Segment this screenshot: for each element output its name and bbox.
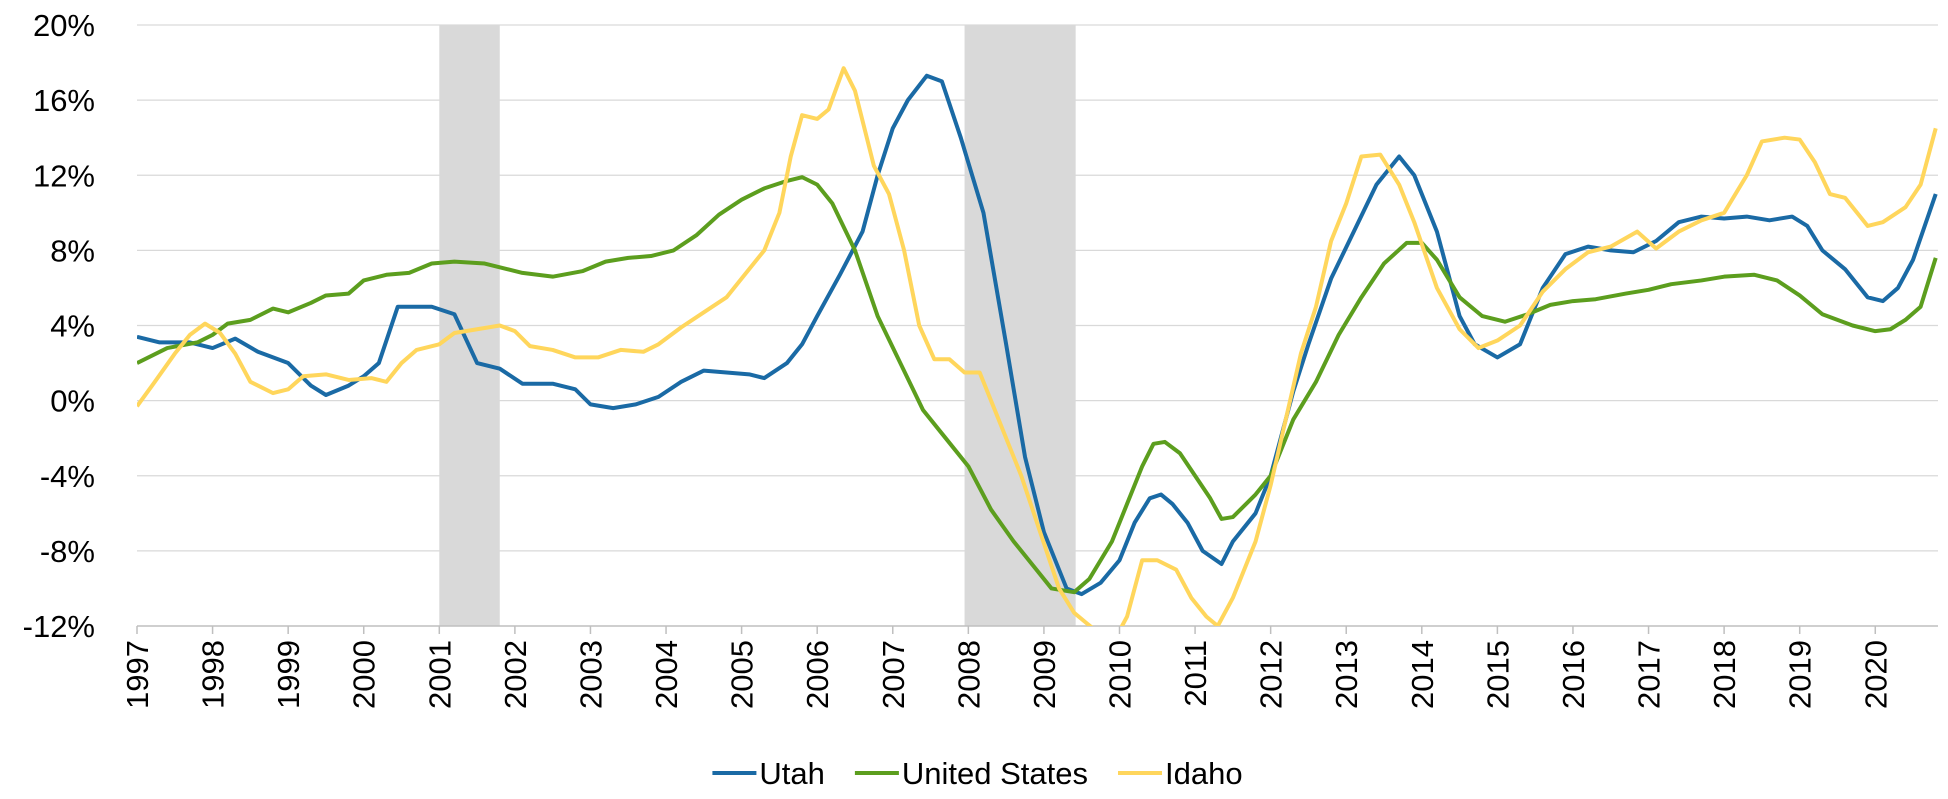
x-tick-label: 2003 <box>573 640 608 709</box>
x-tick-label: 2018 <box>1707 640 1742 709</box>
y-tick-label: 8% <box>50 233 95 268</box>
x-tick-label: 2020 <box>1858 640 1893 709</box>
x-tick-label: 2000 <box>347 640 382 709</box>
y-tick-label: -8% <box>40 534 95 569</box>
legend-label: United States <box>902 756 1088 791</box>
x-tick-label: 2005 <box>725 640 760 709</box>
x-tick-label: 2016 <box>1556 640 1591 709</box>
grid <box>137 24 1938 627</box>
x-tick-label: 2010 <box>1103 640 1138 709</box>
y-tick-label: 0% <box>50 384 95 419</box>
y-tick-label: -4% <box>40 459 95 494</box>
lines <box>137 66 1938 626</box>
y-tick-label: 16% <box>33 83 95 118</box>
y-tick-label: 4% <box>50 309 95 344</box>
legend: Utah United States Idaho <box>712 756 1243 791</box>
x-tick-label: 2002 <box>498 640 533 709</box>
x-tick-label: 2017 <box>1632 640 1667 709</box>
x-tick-label: 2014 <box>1405 640 1440 709</box>
x-tick-label: 2013 <box>1329 640 1364 709</box>
x-tick-label: 2006 <box>800 640 835 709</box>
x-tick-label: 2011 <box>1178 640 1213 707</box>
x-tick-label: 2008 <box>951 640 986 709</box>
legend-item: United States <box>854 756 1088 791</box>
series-line <box>137 73 1938 597</box>
x-tick-label: 2004 <box>649 640 684 709</box>
x-tick-label: 1997 <box>120 640 155 709</box>
x-tick-label: 1998 <box>196 640 231 709</box>
x-tick-label: 2012 <box>1254 640 1289 709</box>
x-tick-label: 2007 <box>876 640 911 709</box>
x-tick-label: 2019 <box>1783 640 1818 709</box>
series-line <box>137 66 1938 626</box>
y-tick-label: -12% <box>23 609 95 644</box>
axes: -12% -8% -4% 0% 4% 8% 12% 16% 20% 1997 1998 1999 200… <box>23 8 1894 709</box>
y-tick-label: 12% <box>33 158 95 193</box>
legend-item: Utah <box>712 756 825 791</box>
x-tick-label: 2001 <box>422 640 457 709</box>
legend-item: Idaho <box>1118 756 1243 791</box>
x-tick-label: 1999 <box>271 640 306 709</box>
x-tick-label: 2009 <box>1027 640 1062 709</box>
x-tick-label: 2015 <box>1480 640 1515 709</box>
legend-label: Utah <box>759 756 824 791</box>
series-line <box>137 175 1938 595</box>
legend-label: Idaho <box>1165 756 1243 791</box>
y-tick-label: 20% <box>33 8 95 43</box>
